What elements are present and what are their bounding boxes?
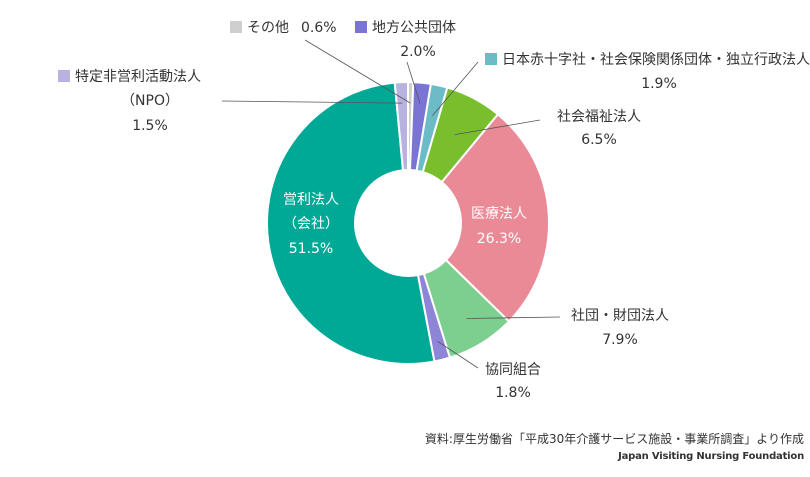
- label-medical-name: 医療法人: [471, 205, 527, 222]
- donut-slices: [266, 80, 550, 365]
- label-npo-name-line1: 特定非営利活動法人: [75, 69, 201, 85]
- label-other-name: その他: [247, 20, 289, 36]
- leader-line-0: [304, 39, 411, 104]
- label-for-profit-name-line1: 営利法人: [283, 192, 339, 208]
- label-red-cross-name: 日本赤十字社・社会保険関係団体・独立行政法人: [502, 52, 810, 68]
- swatch-other: [230, 21, 242, 33]
- label-npo-value: 1.5%: [132, 118, 168, 134]
- label-association-value: 7.9%: [602, 332, 638, 348]
- label-cooperative-name: 協同組合: [485, 362, 541, 378]
- label-local-government-name: 地方公共団体: [372, 20, 456, 36]
- slice-4: [440, 112, 550, 323]
- label-association-name: 社団・財団法人: [571, 308, 669, 324]
- slice-7: [266, 81, 436, 365]
- swatch-local-government: [355, 21, 367, 33]
- source-block: 資料:厚生労働省「平成30年介護サービス施設・事業所調査」より作成 Japan …: [425, 430, 804, 462]
- label-local-government-value: 2.0%: [400, 44, 436, 60]
- label-medical-value: 26.3%: [477, 231, 521, 247]
- leader-line-2: [432, 61, 479, 116]
- swatch-red-cross: [485, 53, 497, 65]
- source-citation: 資料:厚生労働省「平成30年介護サービス施設・事業所調査」より作成: [424, 432, 804, 446]
- leader-line-8: [221, 100, 403, 104]
- label-other-value: 0.6%: [301, 20, 337, 36]
- label-social-welfare-name: 社会福祉法人: [557, 109, 641, 125]
- leader-line-6: [437, 341, 479, 369]
- swatch-npo: [58, 70, 70, 82]
- label-red-cross-value: 1.9%: [641, 76, 677, 92]
- label-for-profit-name-line2: （会社）: [283, 216, 339, 232]
- slice-8: [393, 80, 409, 172]
- leader-line-1: [406, 61, 421, 104]
- leader-line-5: [466, 316, 561, 319]
- label-cooperative-value: 1.8%: [495, 385, 531, 401]
- label-npo-name-line2: （NPO）: [121, 93, 179, 109]
- donut-chart: その他 0.6% 地方公共団体 2.0% 日本赤十字社・社会保険関係団体・独立行…: [58, 20, 810, 401]
- source-credit: Japan Visiting Nursing Foundation: [618, 451, 804, 462]
- label-for-profit-value: 51.5%: [289, 241, 333, 257]
- leader-lines: [221, 39, 561, 369]
- leader-line-3: [454, 119, 541, 136]
- label-social-welfare-value: 6.5%: [581, 132, 617, 148]
